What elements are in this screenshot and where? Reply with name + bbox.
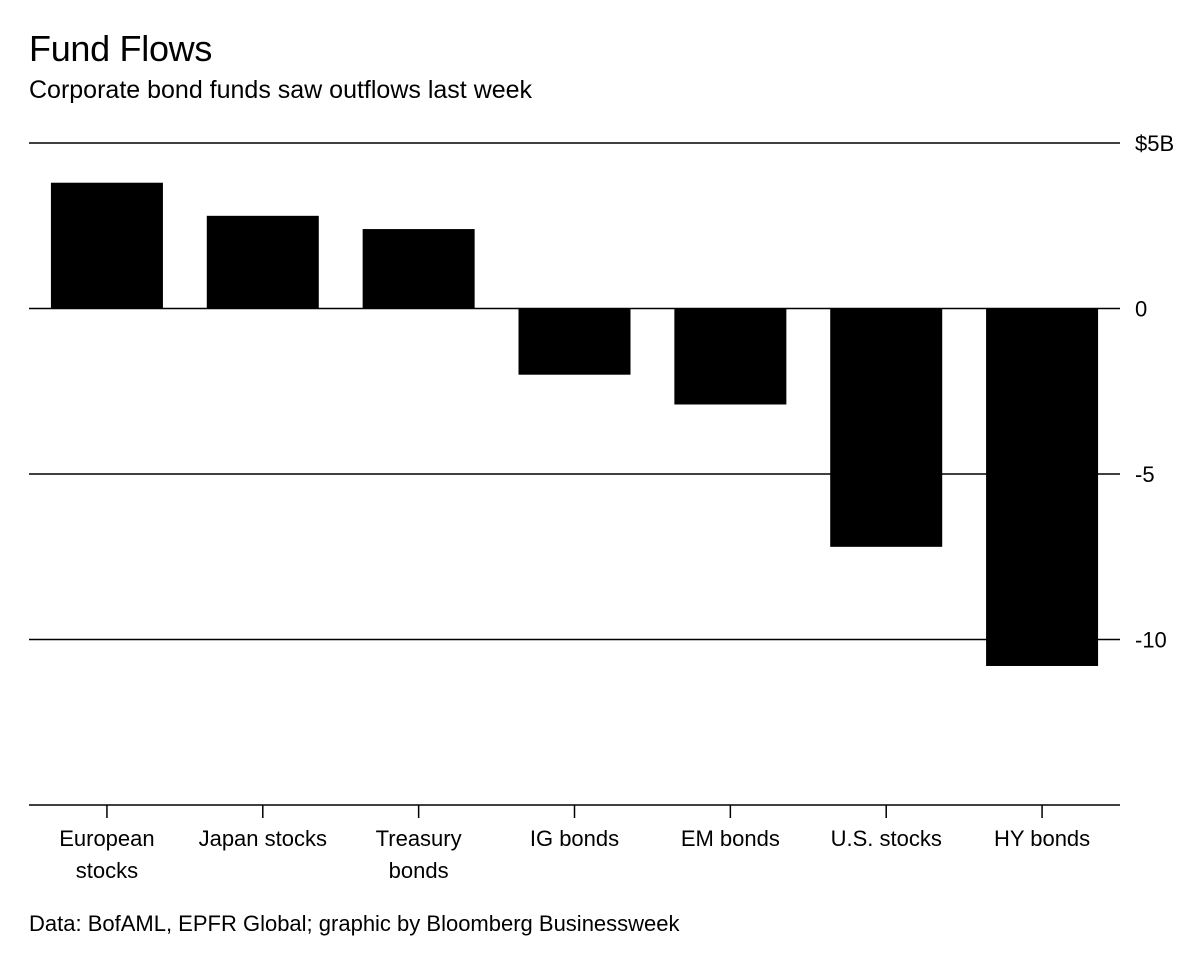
- y-tick-label: -10: [1135, 628, 1167, 653]
- y-tick-label: 0: [1135, 297, 1147, 322]
- x-tick-label: Japan stocks: [199, 826, 327, 851]
- bar: [362, 229, 475, 309]
- x-tick-label: Treasury: [376, 826, 462, 851]
- bar: [206, 215, 319, 309]
- chart-title: Fund Flows: [29, 28, 213, 69]
- bar: [674, 308, 787, 405]
- x-tick-label: EM bonds: [681, 826, 780, 851]
- y-tick-label: $5B: [1135, 131, 1174, 156]
- x-tick-label: bonds: [389, 858, 449, 883]
- x-tick-label: U.S. stocks: [831, 826, 942, 851]
- x-tick-label: IG bonds: [530, 826, 619, 851]
- y-tick-label: -5: [1135, 462, 1155, 487]
- bar: [830, 308, 943, 547]
- x-tick-label: HY bonds: [994, 826, 1090, 851]
- bar: [518, 308, 631, 375]
- x-tick-label: European: [59, 826, 154, 851]
- bar: [50, 182, 163, 309]
- bar: [986, 308, 1099, 666]
- source-note: Data: BofAML, EPFR Global; graphic by Bl…: [29, 911, 680, 936]
- x-tick-label: stocks: [76, 858, 138, 883]
- chart-subtitle: Corporate bond funds saw outflows last w…: [29, 76, 533, 104]
